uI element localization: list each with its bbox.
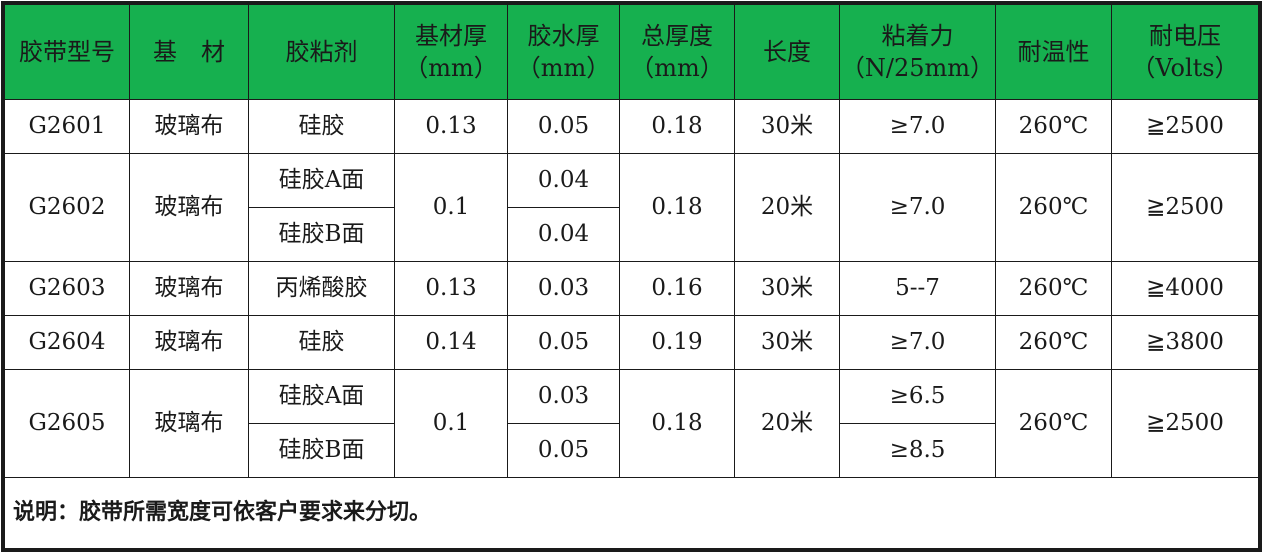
cell-voltage: ≧3800 xyxy=(1111,315,1259,370)
cell-length: 30米 xyxy=(734,315,840,370)
header-voltage: 耐电压 （Volts） xyxy=(1111,4,1259,100)
cell-adhesive: 硅胶A面 xyxy=(248,369,395,424)
header-adhesive: 胶粘剂 xyxy=(248,4,395,100)
cell-substrate-thickness: 0.1 xyxy=(394,153,508,262)
header-model: 胶带型号 xyxy=(4,4,130,100)
cell-temperature: 260℃ xyxy=(995,315,1112,370)
cell-adhesive: 硅胶 xyxy=(248,99,395,154)
cell-total-thickness: 0.18 xyxy=(619,153,735,262)
cell-adhesive: 硅胶A面 xyxy=(248,153,395,208)
header-substrate-thickness: 基材厚 （mm） xyxy=(394,4,508,100)
cell-voltage: ≧2500 xyxy=(1111,369,1259,478)
cell-glue-thickness: 0.04 xyxy=(507,153,620,208)
table-row: 硅胶B面 0.04 xyxy=(5,207,1259,262)
cell-temperature: 260℃ xyxy=(995,261,1112,316)
cell-substrate-thickness: 0.13 xyxy=(394,261,508,316)
cell-adhesive: 硅胶B面 xyxy=(248,207,395,262)
cell-temperature: 260℃ xyxy=(995,153,1112,262)
cell-model: G2603 xyxy=(4,261,130,316)
header-total-thickness: 总厚度 （mm） xyxy=(619,4,735,100)
cell-total-thickness: 0.18 xyxy=(619,99,735,154)
cell-adhesive: 硅胶B面 xyxy=(248,423,395,478)
cell-temperature: 260℃ xyxy=(995,99,1112,154)
header-adhesion: 粘着力 （N/25mm） xyxy=(839,4,996,100)
cell-total-thickness: 0.19 xyxy=(619,315,735,370)
cell-substrate: 玻璃布 xyxy=(129,315,249,370)
cell-adhesion: 5--7 xyxy=(839,261,996,316)
header-substrate: 基 材 xyxy=(129,4,249,100)
cell-temperature: 260℃ xyxy=(995,369,1112,478)
cell-length: 30米 xyxy=(734,99,840,154)
cell-model: G2605 xyxy=(4,369,130,478)
cell-length: 20米 xyxy=(734,369,840,478)
cell-adhesive: 丙烯酸胶 xyxy=(248,261,395,316)
cell-adhesion: ≥7.0 xyxy=(839,315,996,370)
cell-total-thickness: 0.18 xyxy=(619,369,735,478)
header-row: 胶带型号 基 材 胶粘剂 基材厚 （mm） 胶水厚 （mm） 总厚度 （mm） 长度 … xyxy=(4,4,1259,100)
cell-adhesion: ≥8.5 xyxy=(839,423,996,478)
cell-substrate-thickness: 0.13 xyxy=(394,99,508,154)
cell-adhesion: ≥6.5 xyxy=(839,369,996,424)
cell-substrate: 玻璃布 xyxy=(129,261,249,316)
cell-length: 30米 xyxy=(734,261,840,316)
cell-voltage: ≧2500 xyxy=(1111,99,1259,154)
cell-length: 20米 xyxy=(734,153,840,262)
table-row: G2605 玻璃布 硅胶A面 0.1 0.03 0.18 20米 ≥6.5 26… xyxy=(4,369,1259,478)
table-row: G2604 玻璃布 硅胶 0.14 0.05 0.19 30米 ≥7.0 260… xyxy=(4,315,1259,370)
cell-model: G2604 xyxy=(4,315,130,370)
cell-model: G2602 xyxy=(4,153,130,262)
cell-glue-thickness: 0.03 xyxy=(507,369,620,424)
cell-glue-thickness: 0.05 xyxy=(507,315,620,370)
cell-adhesive: 硅胶 xyxy=(248,315,395,370)
cell-substrate: 玻璃布 xyxy=(129,99,249,154)
cell-adhesion: ≥7.0 xyxy=(839,153,996,262)
cell-substrate: 玻璃布 xyxy=(129,153,249,262)
cell-voltage: ≧4000 xyxy=(1111,261,1259,316)
cell-model: G2601 xyxy=(4,99,130,154)
cell-glue-thickness: 0.05 xyxy=(507,99,620,154)
cell-voltage: ≧2500 xyxy=(1111,153,1259,262)
cell-substrate: 玻璃布 xyxy=(129,369,249,478)
header-glue-thickness: 胶水厚 （mm） xyxy=(507,4,620,100)
note-row: 说明：胶带所需宽度可依客户要求来分切。 xyxy=(4,477,1259,549)
cell-glue-thickness: 0.04 xyxy=(507,207,620,262)
header-temperature: 耐温性 xyxy=(995,4,1112,100)
cell-glue-thickness: 0.03 xyxy=(507,261,620,316)
cell-adhesion: ≥7.0 xyxy=(839,99,996,154)
cell-total-thickness: 0.16 xyxy=(619,261,735,316)
table-row: G2603 玻璃布 丙烯酸胶 0.13 0.03 0.16 30米 5--7 2… xyxy=(4,261,1259,316)
table-row: G2601 玻璃布 硅胶 0.13 0.05 0.18 30米 ≥7.0 260… xyxy=(4,99,1259,154)
note-text: 说明：胶带所需宽度可依客户要求来分切。 xyxy=(4,477,1259,549)
table-row: G2602 玻璃布 硅胶A面 0.1 0.04 0.18 20米 ≥7.0 26… xyxy=(4,153,1259,262)
cell-glue-thickness: 0.05 xyxy=(507,423,620,478)
header-length: 长度 xyxy=(734,4,840,100)
cell-substrate-thickness: 0.14 xyxy=(394,315,508,370)
cell-substrate-thickness: 0.1 xyxy=(394,369,508,478)
